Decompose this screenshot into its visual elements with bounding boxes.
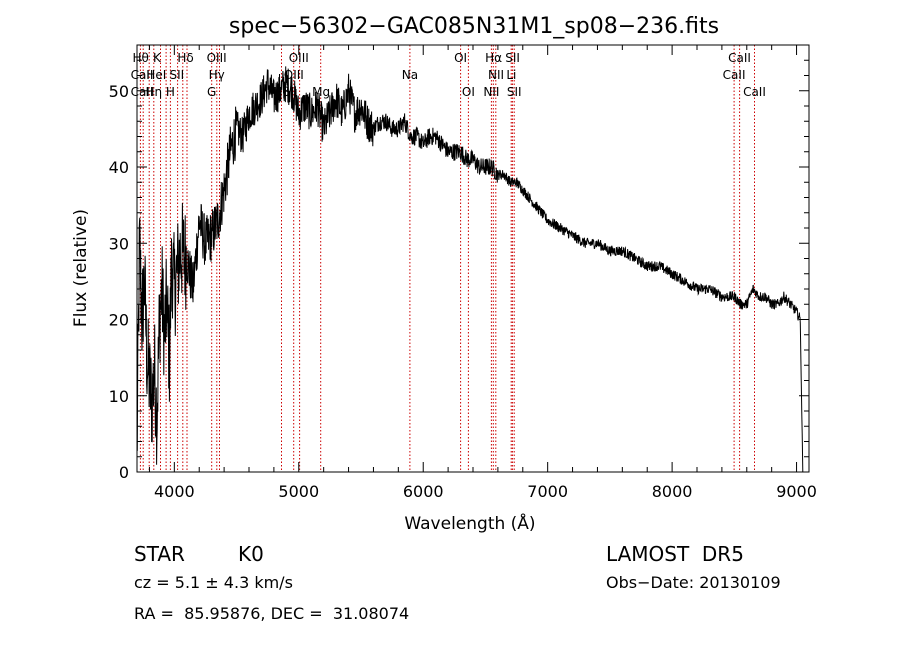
spectral-line-label: Na — [402, 68, 418, 82]
x-tick-label: 4000 — [154, 482, 195, 501]
spectral-line-markers — [139, 45, 755, 472]
spectral-line-label: OI — [454, 51, 467, 65]
spectral-line-label: CaII — [728, 51, 751, 65]
spectral-line-label: Hη — [145, 85, 162, 99]
spectral-line-label: H — [166, 85, 175, 99]
spectral-line-label: Hα — [485, 51, 502, 65]
survey-name: LAMOST DR5 — [606, 542, 744, 566]
spectral-line-label: HeI — [146, 68, 166, 82]
y-tick-label: 30 — [109, 234, 129, 253]
spectral-line-label: NII — [483, 85, 499, 99]
spectral-line-label: OIII — [207, 51, 227, 65]
y-tick-label: 20 — [109, 311, 129, 330]
spectral-line-label: G — [207, 85, 216, 99]
spectral-line-label: OI — [462, 85, 475, 99]
spectral-line-label: Hθ — [133, 51, 149, 65]
spectral-line-label: Hδ — [177, 51, 193, 65]
observation-date: Obs−Date: 20130109 — [606, 573, 781, 592]
spectral-line-label: Hγ — [209, 68, 225, 82]
spectral-line-label: SII — [505, 51, 520, 65]
y-tick-label: 0 — [119, 463, 129, 482]
x-tick-label: 9000 — [776, 482, 817, 501]
x-tick-label: 6000 — [403, 482, 444, 501]
spectral-line-label: SII — [507, 85, 522, 99]
x-tick-label: 5000 — [278, 482, 319, 501]
coordinates-readout: RA = 85.95876, DEC = 31.08074 — [134, 604, 410, 623]
chart-title: spec−56302−GAC085N31M1_sp08−236.fits — [229, 14, 719, 39]
x-tick-label: 8000 — [652, 482, 693, 501]
y-axis-label: Flux (relative) — [71, 209, 91, 327]
spectral-line-label: K — [153, 51, 162, 65]
object-class: STAR — [134, 542, 185, 566]
x-tick-label: 7000 — [527, 482, 568, 501]
spectrum-line — [136, 66, 804, 473]
axes: 4000 5000 6000 7000 8000 9000 0 10 20 30 40 50 — [109, 44, 817, 501]
y-tick-label: 10 — [109, 387, 129, 406]
spectral-line-label: OIII — [289, 51, 309, 65]
plot-frame — [136, 44, 810, 473]
spectral-line-label: CaII — [723, 68, 746, 82]
spectral-line-labels: Hθ CaII CaII K HeI Hη Hδ SII H OIII Hγ G OIII OIII Hβ M… — [131, 51, 766, 99]
object-subclass: K0 — [238, 542, 264, 566]
spectral-line-label: OIII — [284, 68, 304, 82]
velocity-readout: cz = 5.1 ± 4.3 km/s — [134, 573, 293, 592]
spectral-line-label: Hβ — [273, 85, 290, 99]
spectral-line-label: CaII — [131, 85, 154, 99]
y-tick-label: 50 — [109, 82, 129, 101]
y-tick-label: 40 — [109, 158, 129, 177]
spectral-line-label: CaII — [743, 85, 766, 99]
x-axis-label: Wavelength (Å) — [404, 512, 535, 534]
spectral-line-label: Li — [506, 68, 516, 82]
spectrum-series — [136, 66, 804, 473]
spectral-line-label: Mg — [312, 85, 330, 99]
spectral-line-label: NII — [488, 68, 504, 82]
spectral-line-label: SII — [169, 68, 184, 82]
spectral-line-label: CaII — [131, 68, 154, 82]
